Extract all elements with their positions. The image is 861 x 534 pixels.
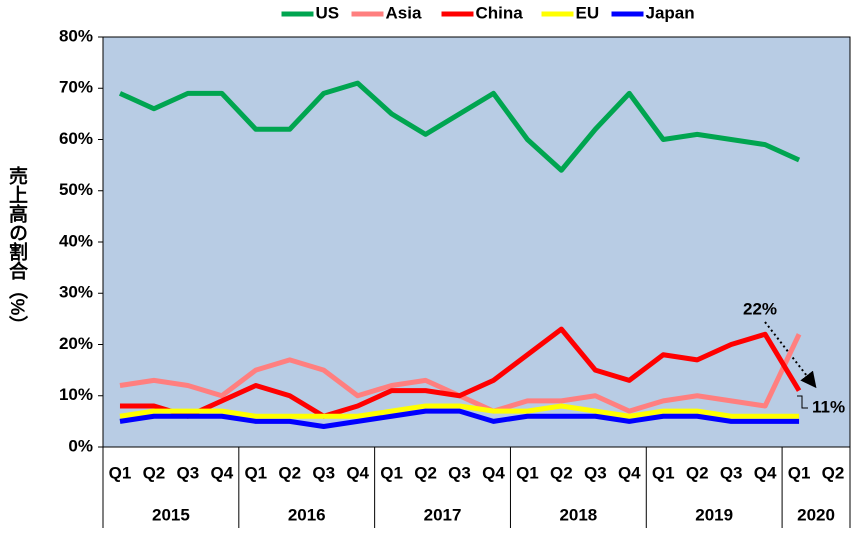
x-tick-label: Q1: [380, 463, 403, 482]
legend-label: Asia: [386, 3, 422, 22]
x-tick-label: Q3: [312, 463, 335, 482]
x-tick-label: Q2: [822, 463, 845, 482]
y-tick-label: 60%: [59, 129, 93, 148]
x-tick-label: Q2: [686, 463, 709, 482]
legend-label: US: [316, 3, 340, 22]
annotation-leader: [797, 395, 808, 409]
y-tick-label: 20%: [59, 334, 93, 353]
x-tick-label: Q2: [414, 463, 437, 482]
x-tick-label: Q2: [550, 463, 573, 482]
x-tick-label: Q1: [109, 463, 132, 482]
x-tick-label: Q3: [584, 463, 607, 482]
x-tick-label: Q3: [448, 463, 471, 482]
x-tick-label: Q4: [346, 463, 369, 482]
annotation: 22%: [743, 299, 777, 318]
series-line: [119, 403, 800, 419]
annotation: 11%: [812, 397, 845, 416]
x-group-label: 2016: [288, 505, 326, 524]
legend-label: Japan: [646, 3, 695, 22]
y-tick-label: 10%: [59, 385, 93, 404]
x-tick-label: Q1: [516, 463, 539, 482]
x-tick-label: Q2: [278, 463, 301, 482]
x-tick-label: Q1: [244, 463, 267, 482]
legend-label: EU: [576, 3, 600, 22]
x-group-label: 2017: [424, 505, 462, 524]
x-tick-label: Q3: [177, 463, 200, 482]
x-tick-label: Q4: [210, 463, 233, 482]
y-tick-label: 30%: [59, 283, 93, 302]
x-group-label: 2015: [152, 505, 190, 524]
x-tick-label: Q4: [754, 463, 777, 482]
y-tick-label: 0%: [68, 436, 93, 455]
legend-label: China: [476, 3, 524, 22]
y-tick-label: 40%: [59, 231, 93, 250]
y-tick-label: 70%: [59, 78, 93, 97]
x-group-label: 2020: [797, 505, 835, 524]
x-tick-label: Q3: [720, 463, 743, 482]
x-tick-label: Q1: [652, 463, 675, 482]
x-tick-label: Q4: [482, 463, 505, 482]
series-line: [119, 408, 800, 429]
series-line: [119, 326, 802, 419]
y-tick-label: 50%: [59, 180, 93, 199]
x-tick-label: Q2: [143, 463, 166, 482]
series-line: [118, 80, 801, 173]
x-tick-label: Q1: [788, 463, 811, 482]
x-tick-label: Q4: [618, 463, 641, 482]
y-axis-label: 売上高の割合（%）: [6, 164, 28, 334]
x-group-label: 2019: [695, 505, 733, 524]
x-group-label: 2018: [559, 505, 597, 524]
annotation-arrow: [764, 321, 817, 389]
y-tick-label: 80%: [59, 26, 93, 45]
